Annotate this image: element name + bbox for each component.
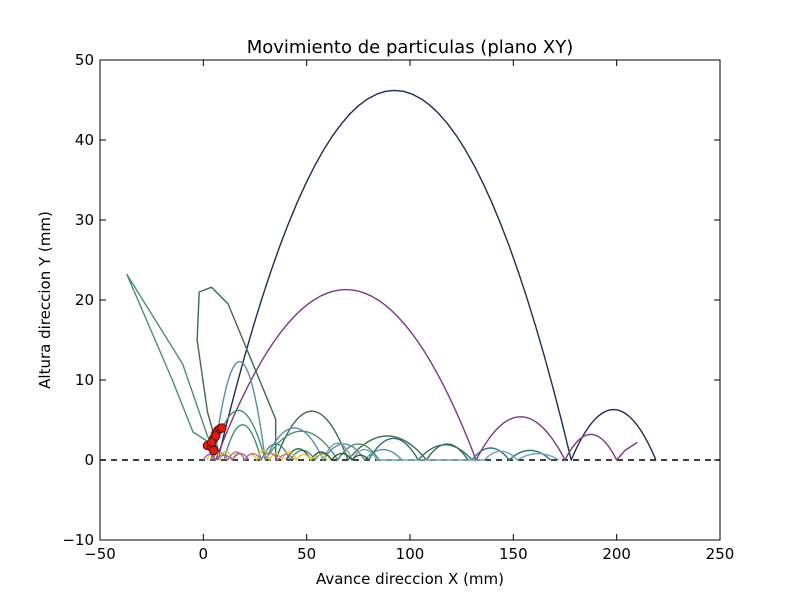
plot-area	[100, 89, 720, 461]
x-tick-label: −50	[84, 545, 116, 563]
y-tick-label: 50	[75, 51, 94, 69]
y-tick-label: −10	[62, 531, 94, 549]
trajectory-series-9	[285, 448, 370, 461]
particle-marker-10	[206, 437, 217, 448]
y-tick-label: 40	[75, 131, 94, 149]
x-tick-label: 150	[499, 545, 528, 563]
x-tick-label: 200	[602, 545, 631, 563]
trajectory-series-12	[202, 452, 250, 461]
x-tick-label: 100	[396, 545, 425, 563]
trajectory-series-2	[215, 288, 638, 461]
y-tick-label: 10	[75, 371, 94, 389]
y-axis-label: Altura direccion Y (mm)	[36, 211, 54, 389]
x-tick-label: 50	[297, 545, 316, 563]
trajectory-series-10	[206, 446, 328, 461]
axis-ticks: −50 0 50 100 150 200 250 −10 0 10 20 30 40 50	[62, 51, 734, 563]
trajectory-series-8	[322, 442, 560, 461]
y-tick-label: 0	[84, 451, 94, 469]
chart-title: Movimiento de particulas (plano XY)	[247, 37, 574, 58]
y-tick-label: 30	[75, 211, 94, 229]
trajectory-series-3	[196, 286, 469, 461]
x-tick-label: 0	[199, 545, 209, 563]
particle-marker-8	[208, 445, 219, 456]
x-tick-label: 250	[706, 545, 735, 563]
trajectory-series-4	[126, 273, 380, 461]
trajectory-series-6	[223, 424, 333, 461]
y-tick-label: 20	[75, 291, 94, 309]
particle-marker-7	[217, 423, 227, 433]
trajectory-series-1	[217, 89, 657, 461]
x-axis-label: Avance direccion X (mm)	[316, 570, 504, 588]
